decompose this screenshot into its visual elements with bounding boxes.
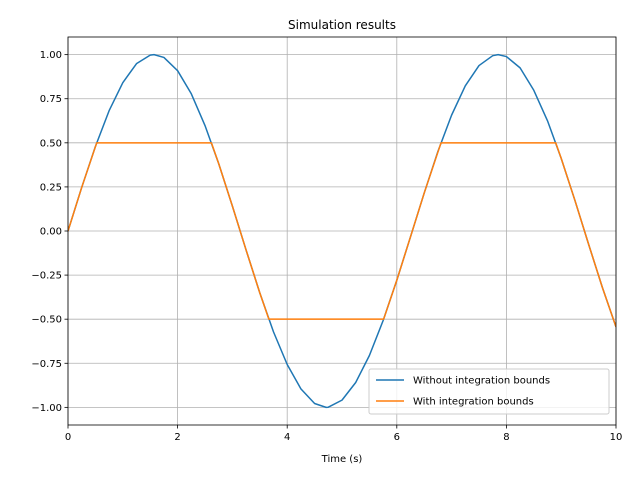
series-line-2 <box>68 142 616 328</box>
x-tick-label: 2 <box>174 432 180 443</box>
legend-label-1: Without integration bounds <box>413 376 550 387</box>
legend: Without integration bounds With integrati… <box>368 368 610 415</box>
x-tick-label: 8 <box>503 432 509 443</box>
y-tick-label: 0.75 <box>40 94 62 105</box>
y-tick-label: 1.00 <box>40 50 62 61</box>
series-line-1 <box>68 53 616 409</box>
x-tick-label: 6 <box>394 432 400 443</box>
x-axis-label: Time (s) <box>321 454 363 465</box>
y-tick-label: −0.75 <box>31 359 62 370</box>
axis-ticks: 0 2 4 6 8 10 −1.00 −0.75 −0.50 −0.25 0.00 0.25 0.50 0… <box>31 50 622 443</box>
y-tick-label: 0.50 <box>40 138 62 149</box>
legend-label-2: With integration bounds <box>413 397 534 408</box>
series-layer <box>68 53 616 409</box>
y-tick-label: −1.00 <box>31 403 62 414</box>
y-tick-label: 0.25 <box>40 182 62 193</box>
chart-title: Simulation results <box>288 18 396 32</box>
x-tick-label: 4 <box>284 432 290 443</box>
y-tick-label: 0.00 <box>40 227 62 238</box>
y-tick-label: −0.25 <box>31 271 62 282</box>
y-tick-label: −0.50 <box>31 315 62 326</box>
legend-box <box>368 368 610 415</box>
x-tick-label: 0 <box>65 432 71 443</box>
x-tick-label: 10 <box>610 432 623 443</box>
